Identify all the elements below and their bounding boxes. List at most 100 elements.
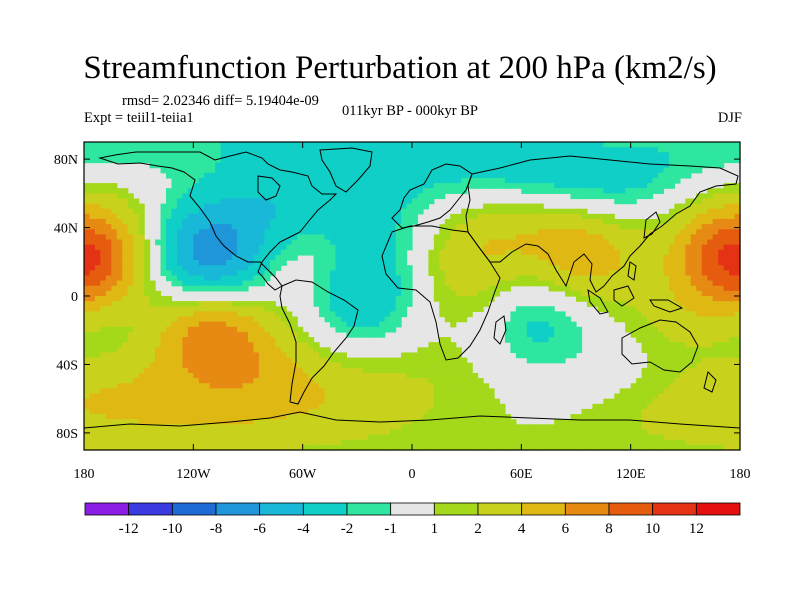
field-cell	[346, 388, 353, 395]
field-cell	[608, 213, 615, 220]
field-cell	[100, 203, 107, 210]
field-cell	[433, 398, 440, 405]
field-cell	[269, 373, 276, 379]
field-cell	[237, 193, 244, 200]
field-cell	[215, 270, 222, 277]
field-cell	[340, 142, 347, 148]
field-cell	[586, 229, 593, 235]
field-cell	[122, 331, 129, 338]
field-cell	[384, 296, 391, 302]
field-cell	[237, 265, 244, 271]
field-cell	[198, 306, 205, 312]
field-cell	[116, 254, 123, 261]
field-cell	[406, 167, 413, 174]
field-cell	[351, 244, 358, 251]
field-cell	[543, 342, 550, 348]
field-cell	[674, 388, 681, 395]
field-cell	[286, 167, 293, 174]
field-cell	[204, 193, 211, 200]
field-cell	[499, 162, 506, 169]
field-cell	[521, 188, 528, 194]
field-cell	[685, 331, 692, 338]
field-cell	[674, 311, 681, 318]
field-cell	[357, 193, 364, 200]
field-cell	[264, 388, 271, 395]
field-cell	[734, 203, 741, 210]
field-cell	[176, 229, 183, 235]
field-cell	[379, 213, 386, 220]
field-cell	[182, 213, 189, 220]
field-cell	[215, 342, 222, 348]
field-cell	[570, 249, 577, 256]
field-cell	[193, 152, 200, 158]
field-cell	[237, 326, 244, 333]
field-cell	[586, 188, 593, 194]
field-cell	[127, 321, 134, 328]
field-cell	[379, 183, 386, 189]
field-cell	[444, 188, 451, 194]
field-cell	[652, 357, 659, 364]
field-cell	[537, 157, 544, 164]
field-cell	[510, 239, 517, 246]
field-cell	[603, 142, 610, 148]
field-cell	[209, 383, 216, 389]
field-cell	[581, 280, 588, 287]
field-cell	[116, 224, 123, 230]
field-cell	[384, 198, 391, 205]
field-cell	[444, 316, 451, 323]
field-cell	[248, 142, 255, 148]
field-cell	[286, 249, 293, 256]
field-cell	[636, 393, 643, 400]
field-cell	[510, 152, 517, 158]
field-cell	[176, 147, 183, 153]
field-cell	[346, 373, 353, 379]
field-cell	[455, 244, 462, 251]
field-cell	[674, 337, 681, 343]
field-cell	[581, 296, 588, 302]
field-cell	[663, 249, 670, 256]
field-cell	[537, 234, 544, 241]
field-cell	[166, 378, 173, 384]
field-cell	[570, 280, 577, 287]
field-cell	[362, 183, 369, 189]
field-cell	[84, 254, 91, 261]
field-cell	[521, 203, 528, 210]
field-cell	[340, 321, 347, 328]
field-cell	[182, 347, 189, 354]
field-cell	[237, 177, 244, 184]
field-cell	[209, 229, 216, 235]
field-cell	[346, 198, 353, 205]
field-cell	[406, 265, 413, 271]
field-cell	[712, 239, 719, 246]
field-cell	[455, 383, 462, 389]
field-cell	[701, 280, 708, 287]
field-cell	[433, 172, 440, 179]
field-cell	[543, 162, 550, 169]
field-cell	[122, 203, 129, 210]
field-cell	[275, 306, 282, 312]
field-cell	[658, 311, 665, 318]
field-cell	[439, 337, 446, 343]
field-cell	[335, 188, 342, 194]
field-cell	[543, 331, 550, 338]
field-cell	[171, 270, 178, 277]
field-cell	[226, 326, 233, 333]
field-cell	[291, 142, 298, 148]
field-cell	[559, 152, 566, 158]
field-cell	[636, 398, 643, 405]
field-cell	[357, 316, 364, 323]
field-cell	[718, 388, 725, 395]
field-cell	[302, 177, 309, 184]
field-cell	[406, 244, 413, 251]
field-cell	[335, 301, 342, 307]
field-cell	[144, 316, 151, 323]
field-cell	[291, 208, 298, 215]
field-cell	[215, 172, 222, 179]
field-cell	[690, 306, 697, 312]
field-cell	[351, 224, 358, 230]
field-cell	[346, 172, 353, 179]
field-cell	[368, 398, 375, 405]
field-cell	[373, 213, 380, 220]
field-cell	[608, 296, 615, 302]
field-cell	[658, 316, 665, 323]
